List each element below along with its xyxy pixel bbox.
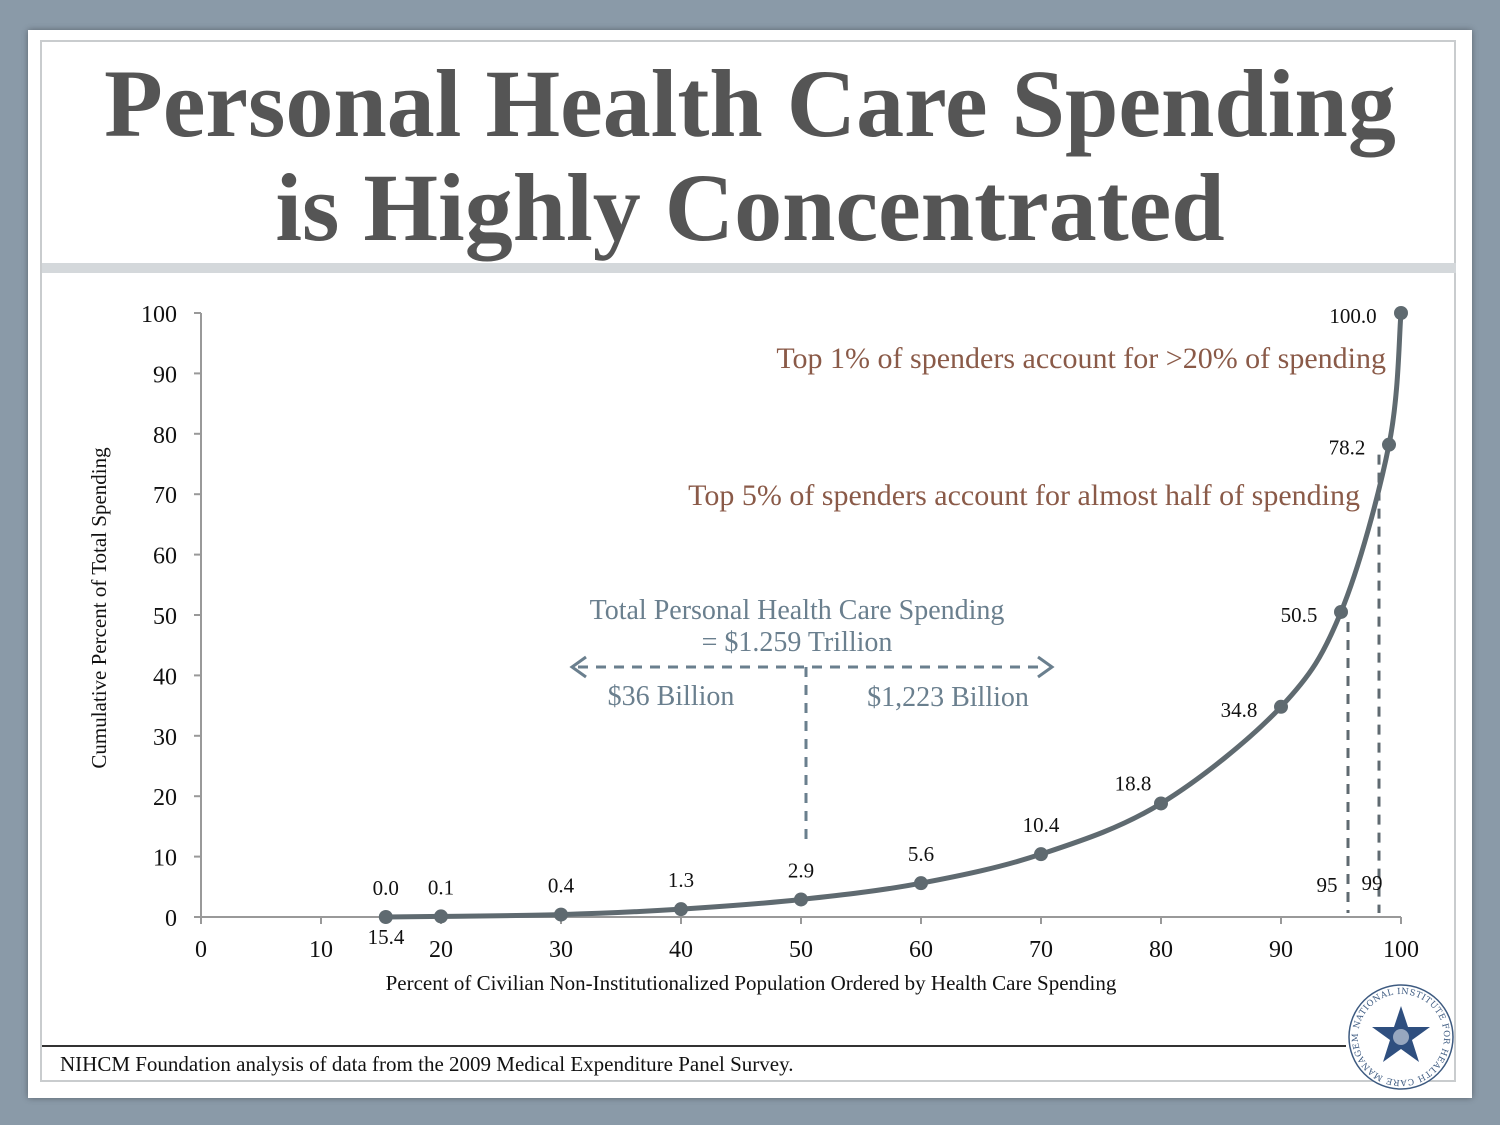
x-axis-label: Percent of Civilian Non-Institutionalize…	[386, 971, 1117, 995]
data-label: 10.4	[1023, 813, 1060, 837]
annotation-right-amount: $1,223 Billion	[867, 682, 1029, 713]
x-tick-label: 30	[549, 937, 573, 963]
data-label: 18.8	[1115, 771, 1152, 795]
title-divider	[42, 263, 1456, 273]
y-tick-label: 80	[153, 423, 177, 449]
y-axis-label: Cumulative Percent of Total Spending	[87, 447, 111, 769]
nihcm-logo: NATIONAL INSTITUTE FOR HEALTH CARE MANAG…	[1346, 982, 1454, 1090]
annotation-top-1: Top 1% of spenders account for >20% of s…	[776, 342, 1386, 375]
annotation-total-line-1: Total Personal Health Care Spending	[590, 595, 1005, 626]
y-tick-label: 60	[153, 544, 177, 570]
marker-label-99: 99	[1362, 871, 1383, 895]
data-point	[554, 907, 568, 922]
x-tick-label: 90	[1269, 937, 1293, 963]
data-label: 5.6	[908, 842, 934, 866]
slide-frame	[40, 40, 1456, 1082]
annotation-top-5: Top 5% of spenders account for almost ha…	[688, 479, 1360, 512]
data-point	[1274, 699, 1288, 714]
data-point	[1334, 604, 1348, 619]
marker-label-95: 95	[1317, 873, 1338, 897]
data-label: 0.4	[548, 874, 575, 898]
x-tick-label: 100	[1383, 937, 1419, 963]
data-point	[794, 892, 808, 907]
split-arrow	[569, 655, 1055, 845]
x-tick-label: 20	[429, 937, 453, 963]
x-tick-label: 10	[309, 937, 333, 963]
data-point	[378, 910, 393, 924]
marker-label-15: 15.4	[368, 925, 405, 949]
data-labels: 0.0 0.1 0.4 1.3 2.9 5.6 10.4 18.8 34.8 50.5 78.2 10…	[373, 304, 1377, 900]
split-arrow-right-head	[1037, 655, 1055, 679]
x-tick-label: 50	[789, 937, 813, 963]
y-ticks: 0 10 20 30 40 50 60 70 80 90 100	[141, 302, 201, 932]
data-label: 2.9	[788, 858, 814, 882]
split-arrow-left-head	[569, 655, 587, 679]
data-label: 1.3	[668, 868, 694, 892]
data-label: 100.0	[1329, 304, 1376, 328]
title-line-1: Personal Health Care Spending	[104, 50, 1396, 157]
slide-title: Personal Health Care Spending is Highly …	[40, 52, 1460, 260]
annotation-left-amount: $36 Billion	[608, 681, 735, 712]
data-point	[674, 902, 688, 917]
y-tick-label: 70	[153, 483, 177, 509]
data-label: 34.8	[1221, 698, 1258, 722]
data-point	[1394, 306, 1408, 320]
annotation-total-line-2: = $1.259 Trillion	[702, 627, 893, 658]
x-tick-label: 40	[669, 937, 693, 963]
y-tick-label: 100	[141, 302, 177, 328]
x-tick-label: 70	[1029, 937, 1053, 963]
x-tick-label: 80	[1149, 937, 1173, 963]
y-tick-label: 10	[153, 846, 177, 872]
y-tick-label: 0	[165, 906, 177, 932]
y-tick-label: 20	[153, 785, 177, 811]
data-label: 78.2	[1329, 436, 1366, 460]
data-label: 0.1	[428, 875, 454, 899]
y-tick-label: 50	[153, 604, 177, 630]
y-tick-label: 90	[153, 362, 177, 388]
footer-divider	[42, 1045, 1346, 1047]
data-point	[914, 876, 928, 891]
x-tick-label: 0	[195, 937, 207, 963]
y-tick-label: 40	[153, 664, 177, 690]
source-note: NIHCM Foundation analysis of data from t…	[60, 1052, 794, 1076]
data-point	[1034, 847, 1048, 862]
cumulative-spending-line	[383, 310, 1404, 920]
reference-lines	[1346, 454, 1381, 913]
data-point	[1154, 796, 1168, 811]
data-label: 0.0	[373, 876, 399, 900]
data-point	[1382, 437, 1396, 452]
y-tick-label: 30	[153, 725, 177, 751]
data-points	[378, 306, 1408, 924]
data-point	[434, 909, 448, 924]
data-label: 50.5	[1281, 603, 1318, 627]
x-tick-label: 60	[909, 937, 933, 963]
title-line-2: is Highly Concentrated	[275, 154, 1225, 261]
